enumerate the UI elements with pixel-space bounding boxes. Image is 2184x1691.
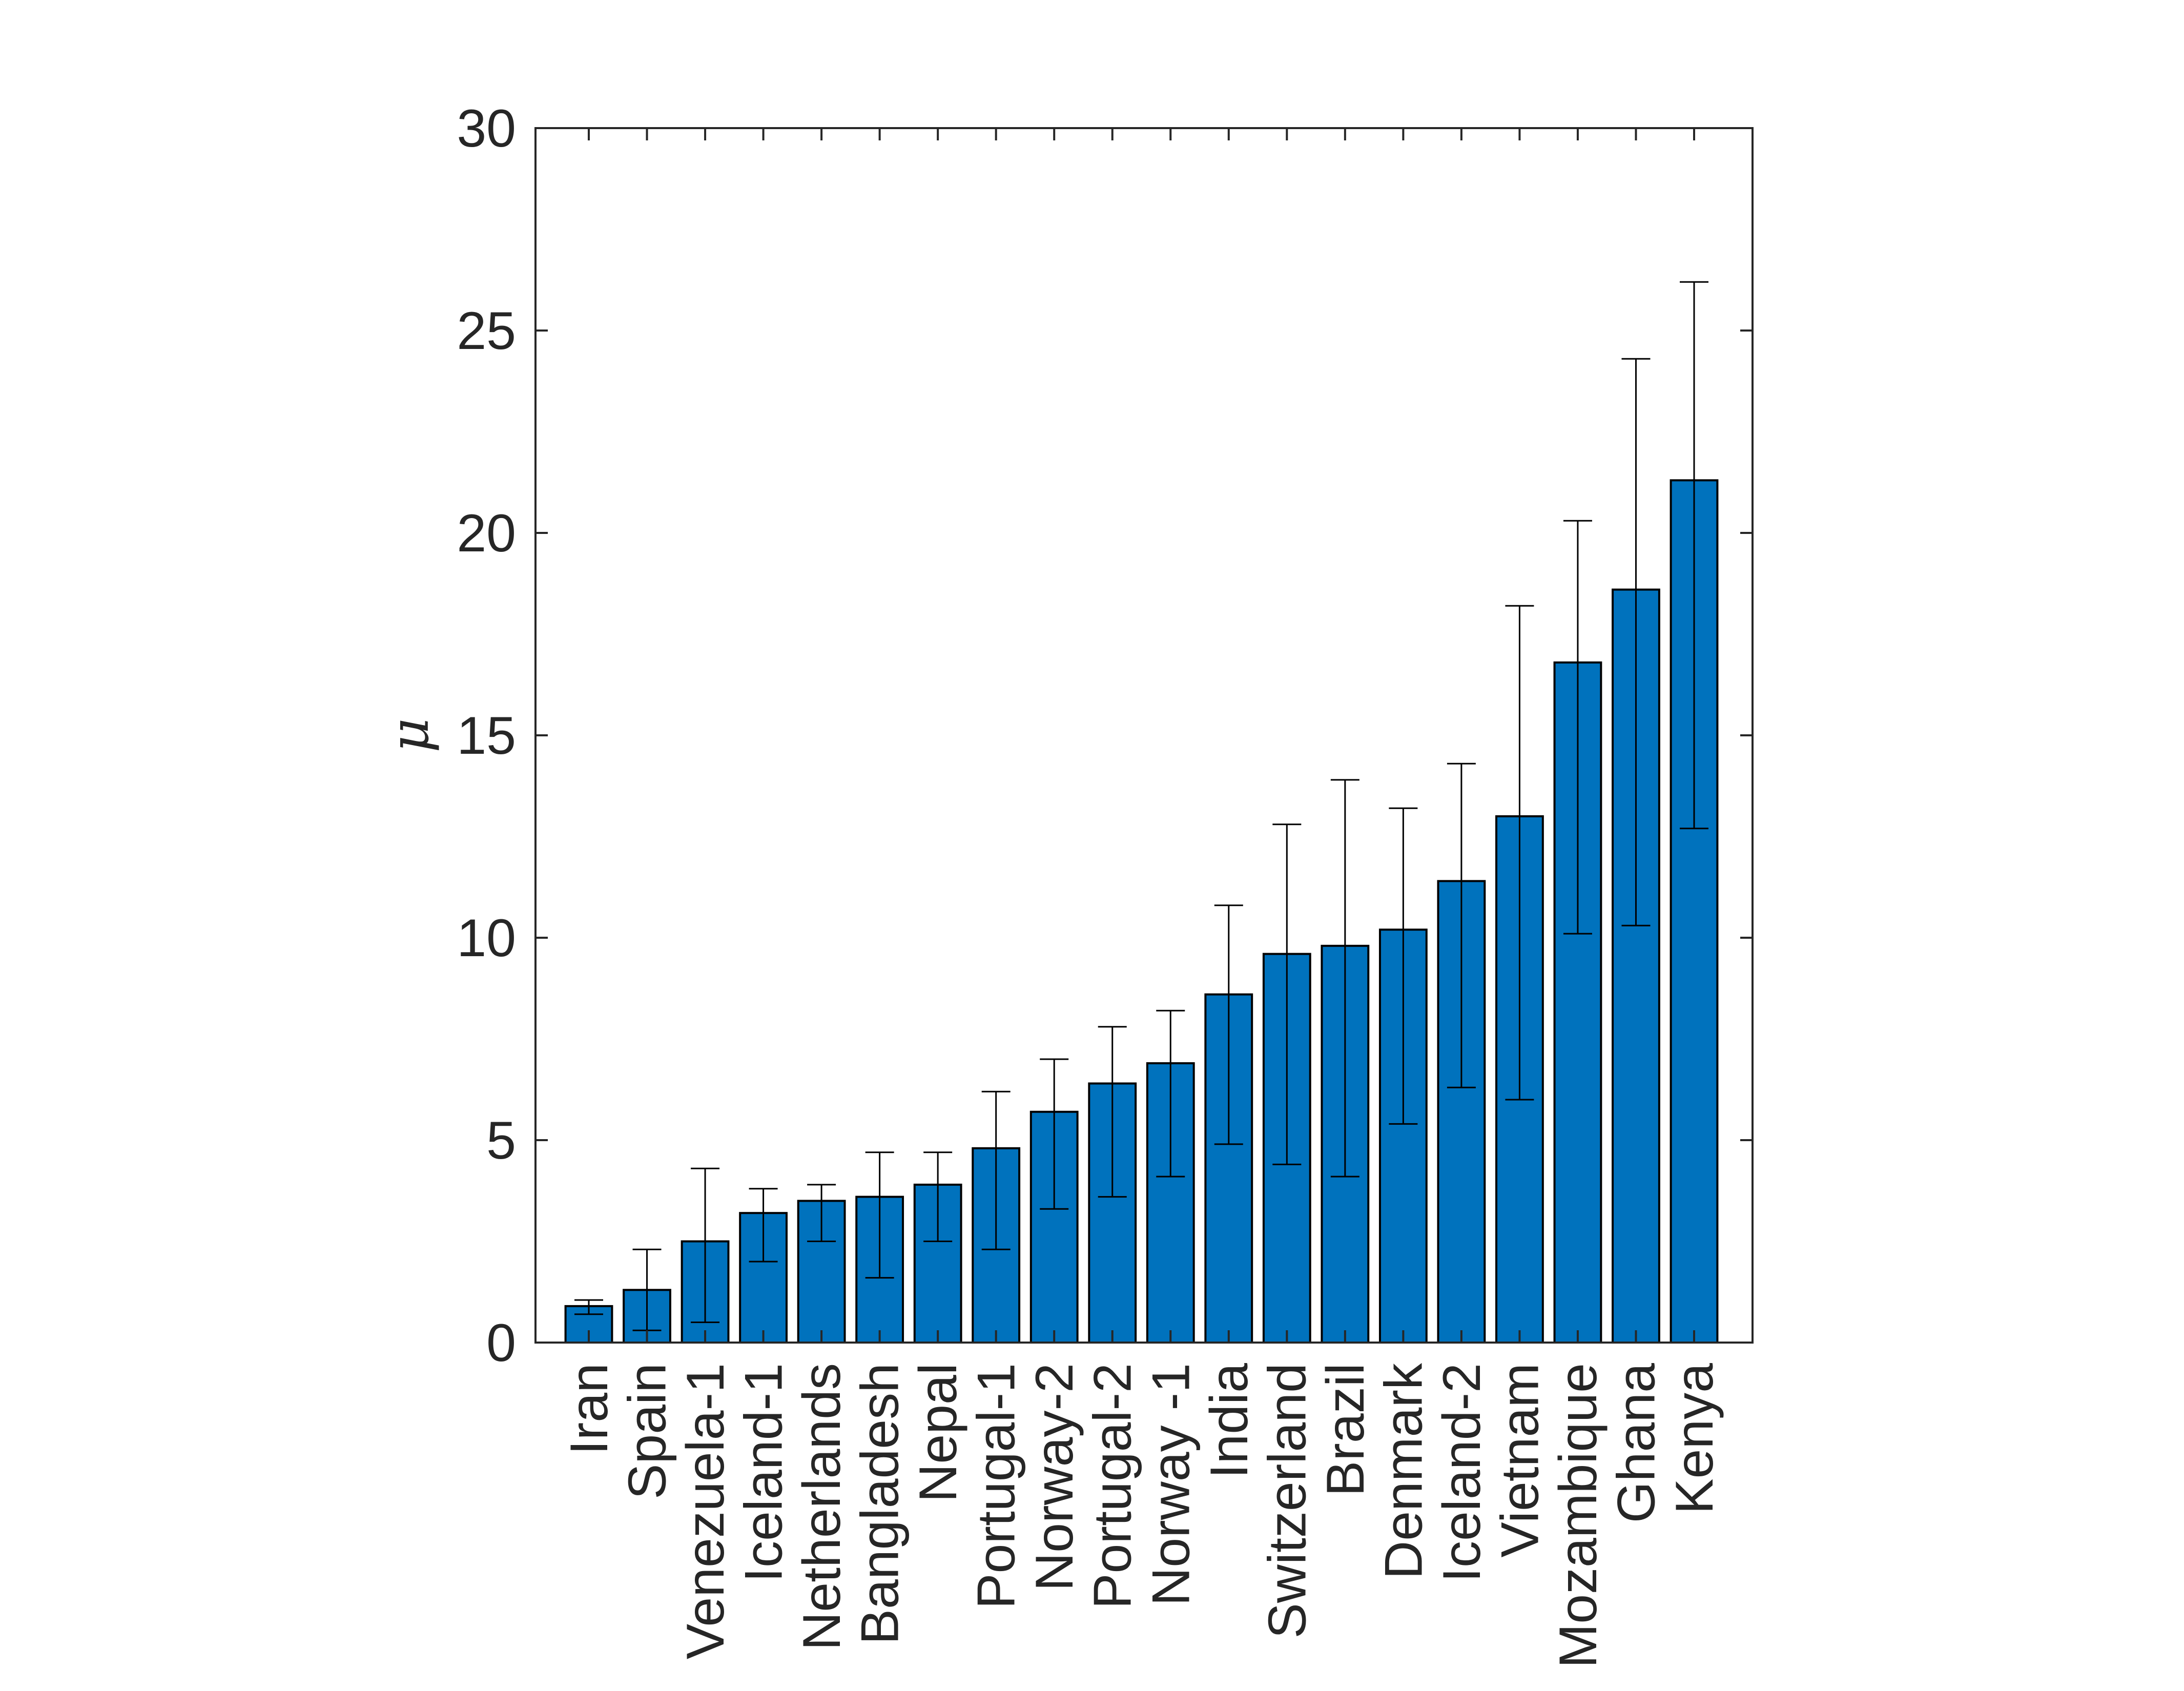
y-tick-label: 30: [457, 99, 516, 158]
x-tick-label: Iceland-2: [1432, 1363, 1492, 1582]
x-tick-label: Nepal: [909, 1363, 968, 1502]
x-tick-label: Iran: [560, 1363, 619, 1455]
x-tick-label: Portugal-2: [1083, 1363, 1143, 1609]
y-tick-label: 10: [457, 909, 516, 968]
y-tick-label: 5: [486, 1111, 516, 1170]
x-tick-label: Bangladesh: [851, 1363, 910, 1644]
y-tick-label: 0: [486, 1313, 516, 1373]
plot-background: [535, 128, 1753, 1343]
x-tick-label: Mozambique: [1549, 1363, 1608, 1668]
x-tick-label: Iceland-1: [734, 1363, 794, 1582]
x-tick-label: Brazil: [1316, 1363, 1375, 1496]
y-axis-tick-labels: 0 5 10 15 20 25 30: [457, 99, 516, 1373]
x-tick-label: Kenya: [1665, 1363, 1724, 1514]
plot-area-frame: [534, 127, 1754, 1344]
y-tick-label: 15: [457, 706, 516, 766]
x-axis-tick-labels: IranSpainVenezuela-1Iceland-1Netherlands…: [560, 1363, 1724, 1668]
x-tick-label: Portugal-1: [967, 1363, 1026, 1609]
x-tick-label: Venezuela-1: [676, 1363, 735, 1659]
y-tick-label: 20: [457, 504, 516, 563]
error-bars-group: [574, 281, 1708, 1331]
x-tick-label: Denmark: [1374, 1363, 1433, 1579]
x-tick-label: Ghana: [1606, 1363, 1666, 1523]
x-axis-ticks: [588, 128, 1695, 1343]
x-tick-label: Norway-2: [1025, 1363, 1084, 1591]
x-tick-label: Vietnam: [1490, 1363, 1550, 1558]
x-tick-label: Norway -1: [1141, 1363, 1201, 1606]
y-axis-label: μ: [378, 718, 441, 753]
y-tick-label: 25: [457, 301, 516, 361]
x-tick-label: Spain: [618, 1363, 677, 1499]
x-tick-label: Switzerland: [1258, 1363, 1317, 1639]
x-tick-label: India: [1200, 1363, 1259, 1479]
x-tick-label: Netherlands: [792, 1363, 852, 1651]
